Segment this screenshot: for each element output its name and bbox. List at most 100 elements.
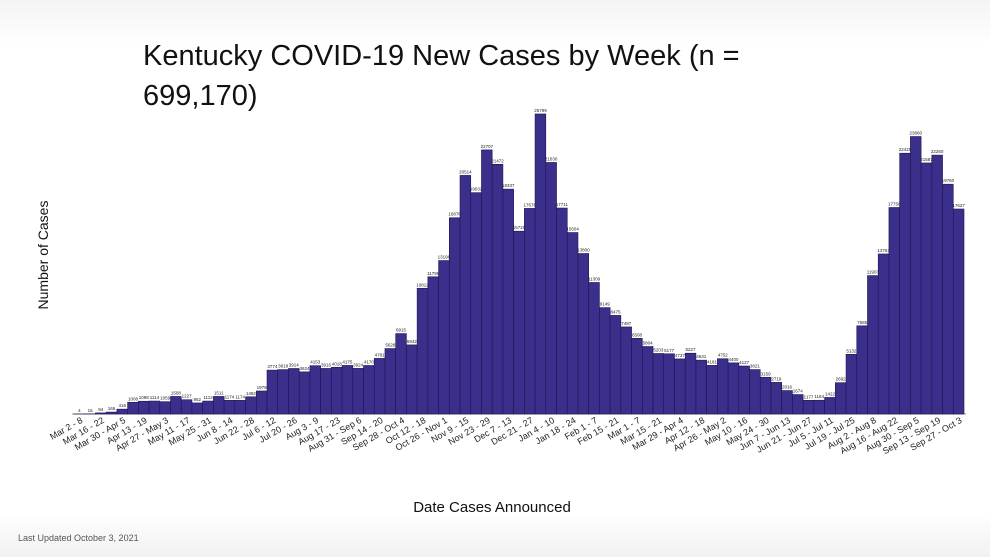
bar — [373, 358, 386, 415]
data-label: 3818 — [278, 364, 289, 369]
data-label: 1482 — [246, 391, 257, 396]
bar — [159, 401, 171, 415]
data-label: 5942 — [407, 339, 418, 344]
bar — [545, 162, 557, 415]
bar — [524, 208, 536, 415]
data-label: 4175 — [342, 359, 353, 364]
data-label: 13196 — [438, 255, 451, 260]
bar — [835, 382, 847, 415]
bar — [910, 136, 922, 415]
bar — [759, 376, 772, 415]
data-label: 17756 — [888, 202, 901, 207]
data-label: 4181 — [707, 359, 718, 364]
bar — [781, 390, 793, 415]
bar — [138, 400, 150, 415]
data-label: 4752 — [718, 353, 729, 358]
data-label: 5203 — [653, 347, 664, 352]
data-label: 2692 — [836, 377, 847, 382]
bar — [845, 354, 858, 415]
data-label: 6508 — [632, 332, 643, 337]
data-label: 1112 — [203, 395, 213, 400]
bar — [663, 353, 675, 415]
data-label: 13761 — [877, 248, 890, 253]
bar — [813, 399, 825, 415]
data-label: 4 — [78, 408, 81, 413]
bar — [792, 394, 804, 415]
data-label: 11309 — [588, 276, 601, 281]
bar — [695, 359, 707, 415]
bar — [556, 207, 568, 415]
bar — [652, 353, 665, 415]
bar — [438, 260, 450, 415]
bar — [609, 315, 622, 415]
data-label: 1422 — [825, 391, 836, 396]
bar — [770, 382, 783, 415]
bar — [95, 412, 107, 415]
data-label: 1114 — [150, 395, 160, 400]
data-label: 4127 — [739, 360, 750, 365]
data-label: 5804 — [643, 341, 654, 346]
bar — [180, 399, 193, 415]
bar — [309, 365, 321, 415]
bar — [684, 352, 697, 415]
data-label: 4153 — [310, 360, 321, 365]
bar — [384, 348, 396, 415]
bar — [566, 232, 579, 415]
data-label: 3916 — [321, 362, 332, 367]
data-label: 19337 — [502, 183, 515, 188]
data-label: 1059 — [160, 396, 171, 401]
bar — [170, 396, 182, 415]
bar — [105, 411, 118, 415]
data-label: 13800 — [577, 248, 590, 253]
data-label: 8475 — [611, 309, 622, 314]
bar — [116, 408, 128, 415]
data-label: 2719 — [771, 376, 782, 381]
bar — [674, 358, 686, 415]
data-label: 1184 — [814, 394, 824, 399]
bar — [738, 365, 750, 415]
data-label: 94 — [98, 407, 104, 412]
data-label: 16 — [88, 408, 94, 413]
data-label: 17627 — [952, 203, 965, 208]
data-label: 4781 — [375, 352, 386, 357]
data-label: 4018 — [332, 361, 343, 366]
bar — [856, 325, 868, 415]
bar — [588, 282, 600, 415]
data-label: 9149 — [600, 302, 611, 307]
data-label: 1008 — [128, 396, 139, 401]
bar — [599, 307, 611, 415]
data-label: 16876 — [448, 212, 461, 217]
data-label: 3914 — [289, 362, 300, 367]
bar — [459, 175, 472, 415]
data-label: 3774 — [267, 364, 278, 369]
data-label: 3624 — [300, 366, 311, 371]
data-label: 22260 — [931, 149, 944, 154]
data-label: 25799 — [534, 108, 547, 113]
bar — [448, 217, 461, 415]
bar — [191, 402, 203, 415]
bar — [899, 152, 911, 415]
data-label: 7487 — [621, 321, 632, 326]
data-label: 17676 — [523, 202, 536, 207]
bar — [513, 230, 525, 415]
bar — [148, 400, 161, 415]
bar — [491, 163, 504, 415]
data-label: 21472 — [491, 158, 504, 163]
data-label: 7585 — [857, 320, 868, 325]
data-label: 1098 — [139, 395, 150, 400]
bar — [824, 397, 836, 415]
data-label: 952 — [194, 397, 202, 402]
bar — [127, 401, 139, 415]
bar — [320, 368, 332, 415]
data-label: 22707 — [481, 144, 494, 149]
bar — [331, 366, 343, 415]
bar — [298, 371, 311, 415]
data-label: 2016 — [782, 385, 793, 390]
data-label: 1674 — [793, 389, 804, 394]
data-label: 5628 — [385, 343, 396, 348]
data-label: 11799 — [427, 271, 440, 276]
bar — [416, 287, 429, 415]
